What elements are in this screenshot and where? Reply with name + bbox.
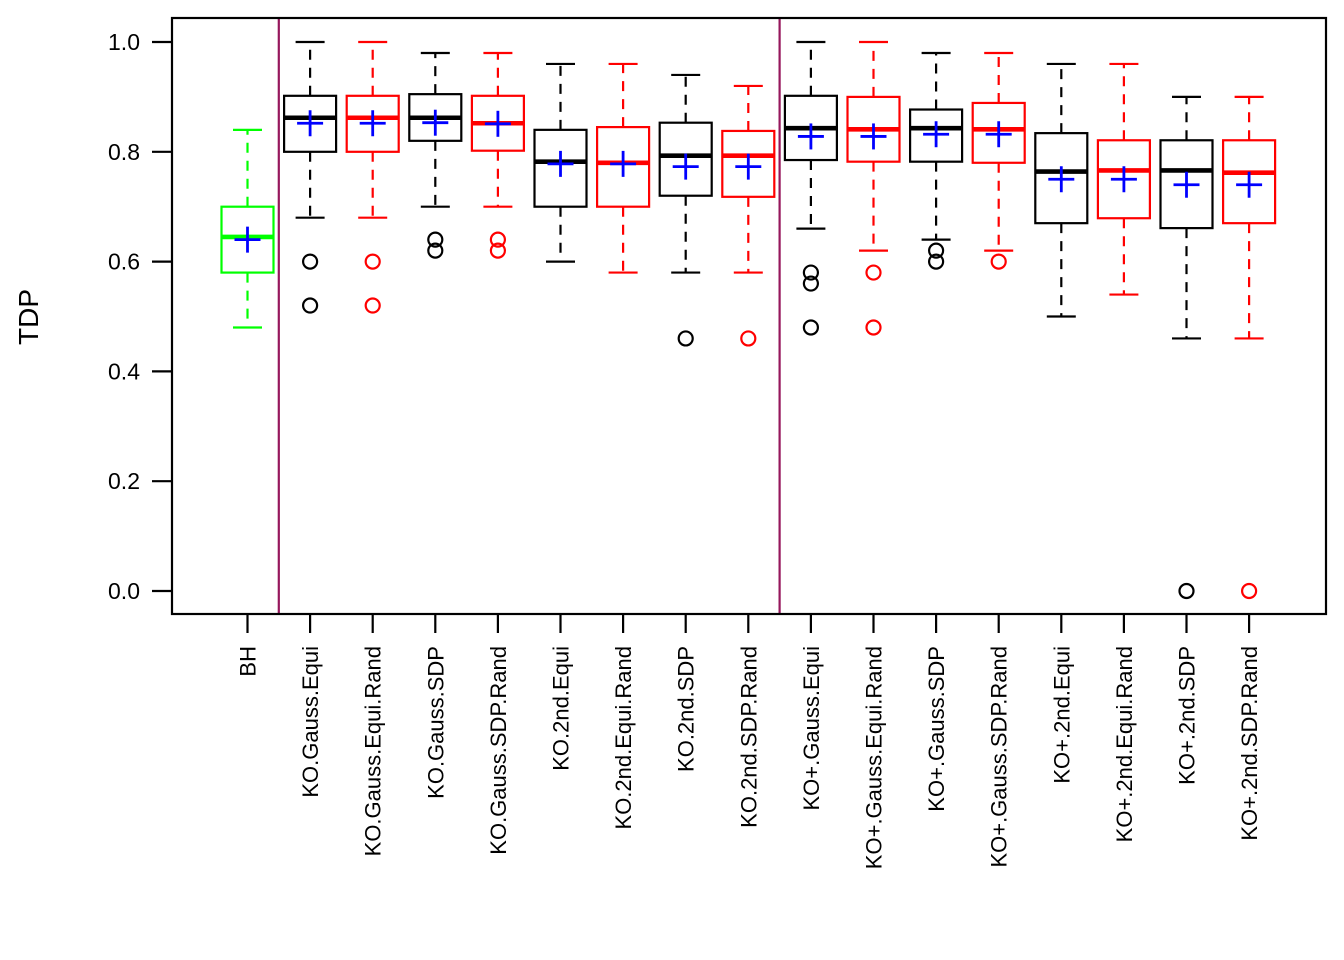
box-KO.Gauss.Equi xyxy=(283,40,338,314)
outlier-point xyxy=(802,319,820,336)
x-tick-label: KO+.2nd.SDP xyxy=(1175,646,1200,785)
outlier-point xyxy=(802,275,820,292)
x-tick-label: KO+.2nd.Equi.Rand xyxy=(1112,646,1137,842)
box-KO+.Gauss.SDP xyxy=(908,51,964,270)
outlier-point xyxy=(927,242,945,259)
box-KO.Gauss.SDP.Rand xyxy=(470,51,525,259)
box-KO.2nd.SDP xyxy=(658,73,713,347)
y-tick-label: 1.0 xyxy=(108,29,140,55)
x-tick-label: KO.2nd.SDP.Rand xyxy=(736,646,761,828)
outlier-point xyxy=(802,264,820,281)
box-KO+.Gauss.Equi.Rand xyxy=(846,40,901,336)
outlier-point xyxy=(1240,582,1258,600)
y-tick-label: 0.6 xyxy=(108,249,140,275)
x-tick-label: KO.Gauss.SDP xyxy=(423,646,448,799)
x-tick-label: KO.2nd.SDP xyxy=(674,646,699,772)
outlier-point xyxy=(1178,582,1195,600)
x-tick-label: KO.Gauss.Equi.Rand xyxy=(361,646,386,856)
box-KO.2nd.Equi.Rand xyxy=(595,62,651,274)
box-KO+.Gauss.Equi xyxy=(783,40,839,336)
outlier-point xyxy=(302,297,319,314)
x-tick-label: KO.Gauss.SDP.Rand xyxy=(486,646,511,855)
outlier-point xyxy=(865,319,882,336)
box-KO+.2nd.SDP xyxy=(1159,95,1214,600)
x-tick-label: KO+.Gauss.Equi.Rand xyxy=(862,646,887,869)
box-KO.Gauss.Equi.Rand xyxy=(345,40,400,314)
outlier-point xyxy=(489,231,506,248)
outlier-point xyxy=(927,253,945,270)
x-tick-label: KO.Gauss.Equi xyxy=(298,646,323,798)
outlier-point xyxy=(364,297,381,314)
x-tick-label: KO+.Gauss.SDP xyxy=(924,646,949,812)
x-tick-label: BH xyxy=(236,646,261,677)
outlier-point xyxy=(427,242,444,259)
y-tick-label: 0.0 xyxy=(108,578,140,604)
chart-generated-layer: 0.0 0.2 0.4 0.6 0.8 1.0 BH KO.Gauss.Equi KO.Gaus… xyxy=(108,16,1328,869)
box-KO+.2nd.SDP.Rand xyxy=(1221,95,1277,600)
y-axis-title: TDP xyxy=(13,289,44,345)
iqr-box xyxy=(345,94,400,153)
box-KO.2nd.SDP.Rand xyxy=(721,84,776,347)
outlier-point xyxy=(740,330,757,347)
outlier-point xyxy=(677,330,694,347)
x-tick-label: KO+.2nd.SDP.Rand xyxy=(1237,646,1262,841)
box-KO+.2nd.Equi xyxy=(1034,62,1089,318)
x-tick-label: KO.2nd.Equi xyxy=(549,646,574,771)
outlier-point xyxy=(990,253,1007,270)
outlier-point xyxy=(427,231,444,248)
x-tick-label: KO+.2nd.Equi xyxy=(1049,646,1074,784)
x-tick-label: KO+.Gauss.Equi xyxy=(799,646,824,810)
box-BH xyxy=(220,128,275,329)
box-KO+.Gauss.SDP.Rand xyxy=(971,51,1026,270)
y-tick-label: 0.8 xyxy=(108,139,140,165)
outlier-point xyxy=(489,242,506,259)
box-KO+.2nd.Equi.Rand xyxy=(1096,62,1152,296)
x-tick-label: KO+.Gauss.SDP.Rand xyxy=(987,646,1012,868)
iqr-box xyxy=(908,108,964,163)
outlier-point xyxy=(865,264,882,281)
y-tick-label: 0.4 xyxy=(108,358,140,384)
outlier-point xyxy=(364,253,381,270)
outlier-point xyxy=(302,253,319,270)
y-tick-label: 0.2 xyxy=(108,468,140,494)
box-KO.2nd.Equi xyxy=(533,62,588,263)
box-KO.Gauss.SDP xyxy=(408,51,463,259)
x-tick-label: KO.2nd.Equi.Rand xyxy=(611,646,636,829)
